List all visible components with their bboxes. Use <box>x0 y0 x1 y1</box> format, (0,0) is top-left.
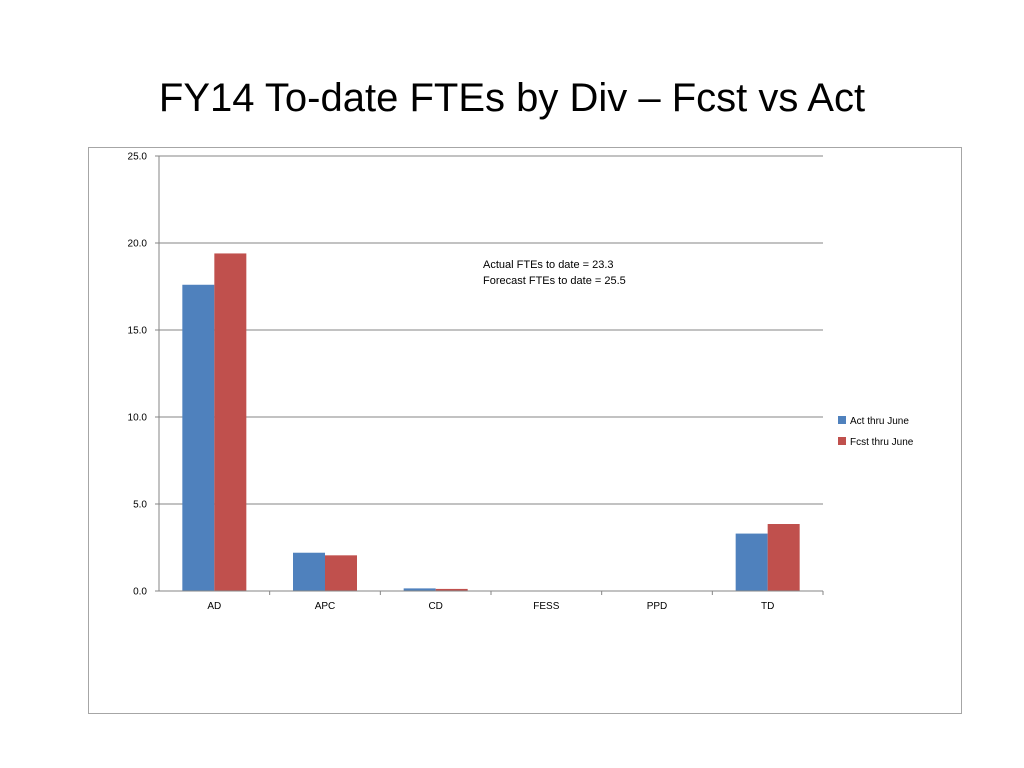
gridlines <box>155 155 823 592</box>
x-tick-label-td: TD <box>761 601 774 612</box>
legend: Act thru June Fcst thru June <box>838 416 914 448</box>
y-tick-label: 0.0 <box>133 587 147 598</box>
legend-swatch-forecast <box>838 437 846 445</box>
bar-ad-actual <box>182 284 215 591</box>
bar-apc-forecast <box>325 555 357 591</box>
annotation-forecast: Forecast FTEs to date = 25.5 <box>483 275 626 287</box>
bars <box>182 253 800 591</box>
x-tick-label-fess: FESS <box>533 601 559 612</box>
y-tick-label: 25.0 <box>128 152 148 163</box>
y-tick-label: 20.0 <box>128 239 148 250</box>
bar-ad-forecast <box>214 253 247 591</box>
axes <box>158 156 823 592</box>
legend-label-actual: Act thru June <box>850 416 909 427</box>
annotation-actual: Actual FTEs to date = 23.3 <box>483 259 614 271</box>
slide-title: FY14 To-date FTEs by Div – Fcst vs Act <box>158 76 866 120</box>
x-tick-labels: AD APC CD FESS PPD TD <box>207 591 824 612</box>
x-tick-label-ppd: PPD <box>647 601 668 612</box>
x-tick-label-ad: AD <box>207 601 221 612</box>
bar-cd-actual <box>403 588 436 591</box>
annotation: Actual FTEs to date = 23.3 Forecast FTEs… <box>483 259 626 287</box>
legend-swatch-actual <box>838 416 846 424</box>
y-tick-label: 10.0 <box>128 413 148 424</box>
y-tick-label: 5.0 <box>133 500 147 511</box>
bar-td-forecast <box>767 524 800 591</box>
legend-label-forecast: Fcst thru June <box>850 437 914 448</box>
bar-cd-forecast <box>435 588 468 591</box>
y-tick-labels: 0.0 5.0 10.0 15.0 20.0 25.0 <box>128 152 148 598</box>
bar-td-actual <box>735 533 768 591</box>
bar-apc-actual <box>293 552 325 591</box>
y-tick-label: 15.0 <box>128 326 148 337</box>
x-tick-label-cd: CD <box>428 601 442 612</box>
x-tick-label-apc: APC <box>315 601 336 612</box>
